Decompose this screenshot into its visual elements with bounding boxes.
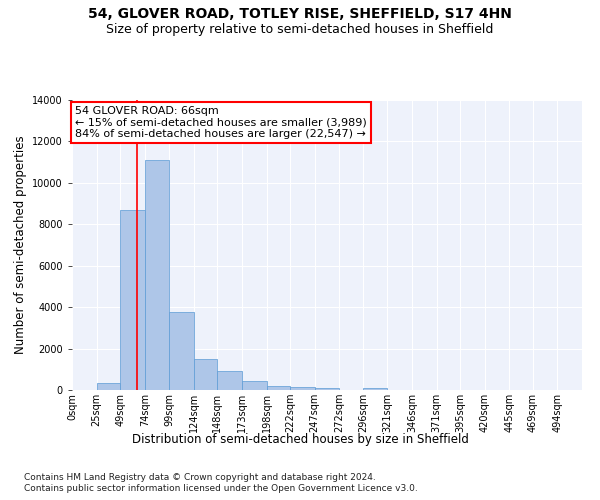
Bar	[120, 210, 145, 390]
Bar	[315, 388, 339, 390]
Bar	[217, 372, 242, 390]
Bar	[194, 360, 217, 390]
Text: Distribution of semi-detached houses by size in Sheffield: Distribution of semi-detached houses by …	[131, 432, 469, 446]
Bar	[145, 160, 169, 390]
Bar	[290, 388, 315, 390]
Y-axis label: Number of semi-detached properties: Number of semi-detached properties	[14, 136, 26, 354]
Text: 54 GLOVER ROAD: 66sqm
← 15% of semi-detached houses are smaller (3,989)
84% of s: 54 GLOVER ROAD: 66sqm ← 15% of semi-deta…	[75, 106, 367, 140]
Bar	[97, 384, 120, 390]
Text: Contains public sector information licensed under the Open Government Licence v3: Contains public sector information licen…	[24, 484, 418, 493]
Bar	[363, 388, 388, 390]
Text: 54, GLOVER ROAD, TOTLEY RISE, SHEFFIELD, S17 4HN: 54, GLOVER ROAD, TOTLEY RISE, SHEFFIELD,…	[88, 8, 512, 22]
Text: Size of property relative to semi-detached houses in Sheffield: Size of property relative to semi-detach…	[106, 22, 494, 36]
Bar	[266, 386, 290, 390]
Text: Contains HM Land Registry data © Crown copyright and database right 2024.: Contains HM Land Registry data © Crown c…	[24, 472, 376, 482]
Bar	[169, 312, 194, 390]
Bar	[242, 382, 266, 390]
